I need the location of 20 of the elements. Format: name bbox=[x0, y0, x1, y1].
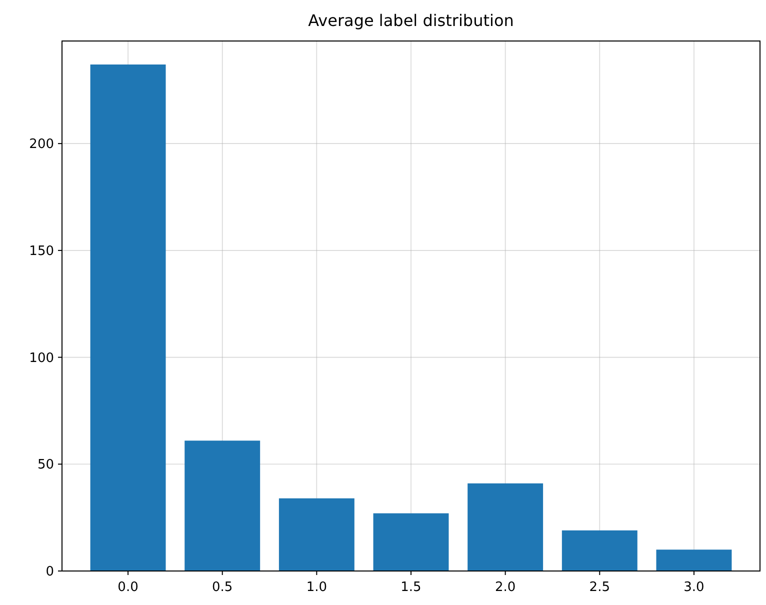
y-tick-label: 0 bbox=[46, 564, 54, 580]
bar bbox=[184, 440, 260, 571]
y-tick-label: 50 bbox=[37, 458, 54, 473]
x-tick-label: 0.5 bbox=[212, 580, 233, 595]
bar bbox=[468, 483, 544, 571]
x-tick-label: 2.0 bbox=[494, 580, 516, 595]
y-tick-label: 100 bbox=[29, 350, 54, 366]
y-tick-label: 200 bbox=[29, 137, 54, 152]
x-tick-label: 1.0 bbox=[306, 580, 328, 595]
x-tick-label: 0.0 bbox=[118, 580, 138, 595]
x-tick-label: 1.5 bbox=[400, 580, 422, 595]
y-tick-label: 150 bbox=[29, 244, 54, 259]
x-tick-label: 3.0 bbox=[684, 580, 704, 595]
bar bbox=[656, 550, 732, 571]
bar bbox=[278, 498, 354, 571]
bar bbox=[90, 64, 166, 571]
x-tick-label: 2.5 bbox=[589, 580, 610, 595]
bar bbox=[562, 530, 638, 571]
bar bbox=[373, 513, 449, 571]
chart-title: Average label distribution bbox=[308, 11, 514, 30]
